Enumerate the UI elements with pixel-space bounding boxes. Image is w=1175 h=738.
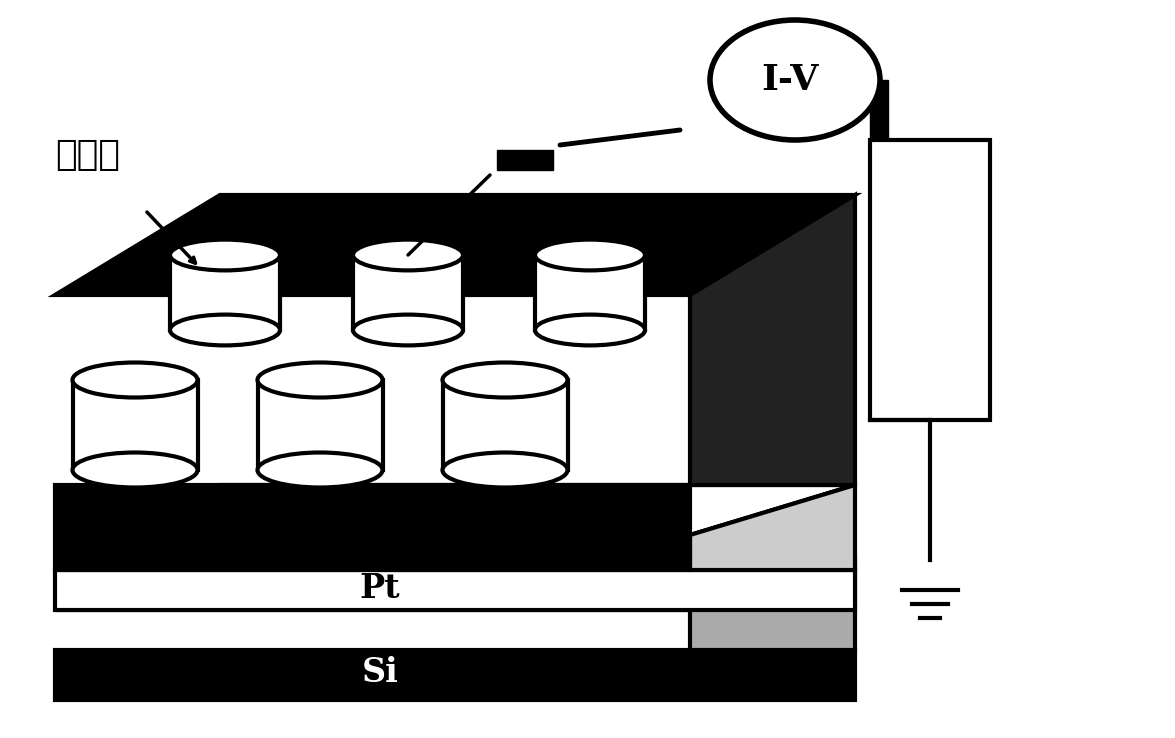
Ellipse shape [710, 20, 880, 140]
Bar [73, 380, 197, 470]
Bar [535, 255, 645, 330]
Bar [170, 255, 280, 330]
Ellipse shape [443, 362, 568, 398]
Polygon shape [690, 195, 855, 485]
Ellipse shape [352, 240, 463, 270]
Ellipse shape [257, 452, 383, 488]
Text: Pt: Pt [360, 571, 401, 604]
Text: Si: Si [362, 655, 398, 689]
Text: 上电极: 上电极 [55, 138, 120, 172]
Bar [257, 380, 383, 470]
Polygon shape [55, 485, 690, 570]
Text: I-V: I-V [761, 63, 819, 97]
Bar [870, 80, 888, 140]
Ellipse shape [535, 314, 645, 345]
Ellipse shape [352, 314, 463, 345]
Ellipse shape [73, 452, 197, 488]
Polygon shape [55, 560, 855, 610]
Ellipse shape [443, 452, 568, 488]
Ellipse shape [257, 362, 383, 398]
Polygon shape [690, 560, 855, 650]
Polygon shape [55, 650, 855, 700]
Bar [352, 255, 463, 330]
Ellipse shape [170, 314, 280, 345]
Ellipse shape [73, 362, 197, 398]
Polygon shape [690, 485, 855, 570]
Ellipse shape [535, 240, 645, 270]
Polygon shape [870, 140, 991, 420]
Polygon shape [55, 485, 855, 535]
Polygon shape [55, 195, 855, 295]
Ellipse shape [170, 240, 280, 270]
Polygon shape [55, 570, 855, 610]
FancyBboxPatch shape [497, 150, 553, 170]
Bar [443, 380, 568, 470]
